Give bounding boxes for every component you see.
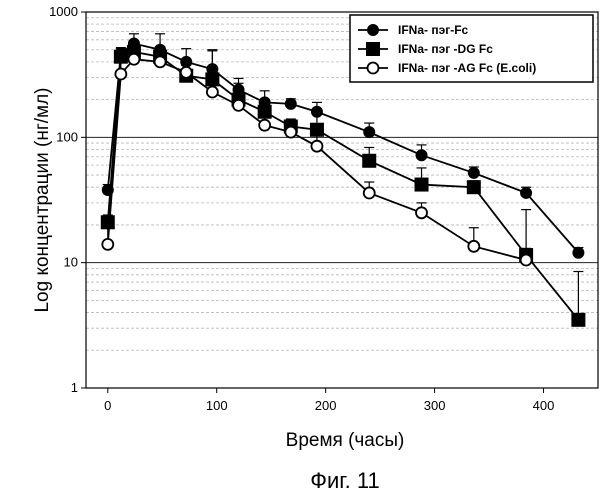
legend-marker [368,25,379,36]
legend-label: IFNa- пэг -AG Fc (E.coli) [398,61,536,75]
data-point [416,207,427,218]
y-axis-title: Log концентрации (нг/мл) [32,87,53,312]
figure-caption: Фиг. 11 [310,468,379,493]
data-point [415,178,428,191]
x-tick-label: 300 [424,398,446,413]
data-point [364,187,375,198]
y-tick-label: 1000 [49,4,78,19]
legend-label: IFNa- пэг -DG Fc [398,42,493,56]
data-point [285,98,296,109]
data-point [573,247,584,258]
x-tick-label: 0 [104,398,111,413]
data-point [521,187,532,198]
legend-label: IFNa- пэг-Fc [398,23,469,37]
data-point [233,100,244,111]
data-point [259,120,270,131]
data-point [521,255,532,266]
legend-marker [368,63,379,74]
data-point [285,127,296,138]
data-point [467,181,480,194]
data-point [572,313,585,326]
data-point [363,154,376,167]
y-tick-label: 10 [64,255,78,270]
data-point [311,141,322,152]
data-point [207,86,218,97]
y-tick-label: 1 [71,380,78,395]
x-tick-label: 100 [206,398,228,413]
legend: IFNa- пэг-Fc IFNa- пэг -DG Fc IFNa- пэг -A… [350,15,593,82]
data-point [128,54,139,65]
data-point [102,239,113,250]
x-axis-title: Время (часы) [286,430,405,451]
data-point [468,167,479,178]
x-tick-label: 200 [315,398,337,413]
y-tick-label: 100 [56,129,78,144]
data-point [364,127,375,138]
series-line [108,59,526,260]
x-tick-label: 400 [533,398,555,413]
series-2 [101,41,585,327]
data-point [155,56,166,67]
legend-marker [367,43,380,56]
data-point [115,69,126,80]
data-point [468,241,479,252]
data-point [416,150,427,161]
data-point [181,67,192,78]
